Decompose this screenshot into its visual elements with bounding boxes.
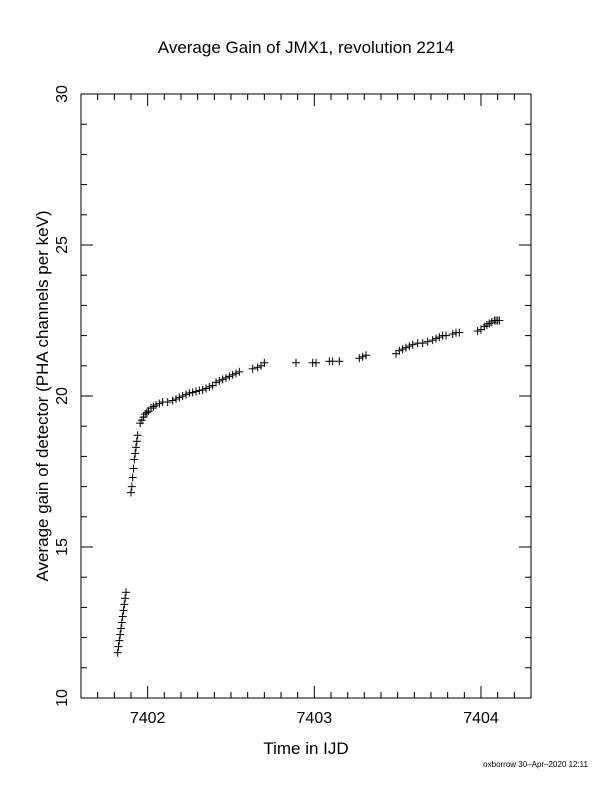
data-point (435, 333, 444, 342)
data-point (133, 431, 142, 440)
data-point (119, 606, 128, 615)
y-tick-label: 20 (54, 387, 71, 405)
data-point (117, 624, 125, 633)
data-point (172, 395, 180, 404)
data-point (402, 343, 410, 352)
data-point (235, 367, 244, 376)
data-point (192, 387, 200, 396)
data-point (448, 330, 457, 339)
data-point (432, 334, 440, 343)
data-point (185, 388, 194, 397)
data-point (178, 392, 187, 400)
data-point (132, 437, 141, 446)
data-point (408, 340, 417, 349)
data-point (122, 588, 130, 597)
footer-credit: oxborrow 30–Apr–2020 12:11 (483, 760, 588, 769)
y-tick-label: 15 (54, 538, 71, 556)
data-point (175, 393, 184, 402)
data-point (473, 327, 482, 336)
data-point (113, 648, 122, 657)
data-point (442, 331, 450, 340)
data-point (312, 358, 320, 367)
y-axis-label: Average gain of detector (PHA channels p… (33, 210, 52, 581)
data-point (495, 316, 504, 325)
data-point (253, 363, 262, 372)
data-point (182, 390, 190, 399)
axis-ticks: 10 15 20 25 30 7402 7403 7404 (54, 85, 532, 727)
data-point (118, 612, 127, 621)
data-point (131, 449, 140, 458)
data-point (228, 370, 237, 379)
data-point (115, 636, 124, 645)
data-point (418, 339, 427, 348)
data-point (455, 328, 464, 337)
data-point (195, 386, 204, 395)
data-point (292, 358, 300, 367)
data-point (395, 346, 404, 355)
data-point (248, 364, 257, 373)
data-point (130, 455, 139, 464)
data-point (222, 373, 230, 382)
data-point (117, 618, 126, 627)
data-point (116, 630, 125, 639)
data-point (328, 357, 337, 366)
data-point (155, 399, 164, 408)
y-tick-label: 30 (54, 85, 71, 103)
data-point (202, 384, 210, 393)
data-point (188, 388, 197, 397)
data-point (335, 357, 344, 366)
data-point (260, 358, 269, 367)
data-point (129, 464, 138, 473)
data-point (423, 337, 432, 346)
data-point (120, 600, 129, 609)
data-point (152, 401, 160, 410)
data-point (142, 408, 151, 417)
x-tick-label: 7402 (130, 710, 166, 727)
chart-title: Average Gain of JMX1, revolution 2214 (158, 38, 454, 57)
data-points (113, 316, 504, 657)
data-point (355, 354, 364, 363)
y-tick-label: 25 (54, 236, 71, 254)
y-tick-label: 10 (54, 689, 71, 707)
data-point (225, 372, 234, 381)
data-point (168, 396, 177, 405)
data-point (405, 342, 414, 351)
plot-frame (80, 93, 532, 699)
data-point (127, 482, 136, 491)
data-point (362, 351, 370, 360)
data-point (198, 385, 207, 394)
data-point (428, 336, 437, 345)
data-point (232, 369, 240, 378)
data-point (114, 642, 123, 651)
data-point (127, 488, 135, 497)
x-tick-label: 7403 (297, 710, 333, 727)
data-point (205, 382, 214, 391)
data-point (218, 375, 227, 384)
data-point (128, 473, 137, 482)
x-tick-label: 7404 (463, 710, 499, 727)
data-point (358, 352, 367, 361)
data-point (163, 398, 172, 407)
x-axis-label: Time in IJD (263, 739, 348, 758)
data-point (132, 443, 140, 452)
data-point (398, 345, 407, 354)
data-point (212, 378, 220, 387)
data-point (215, 376, 224, 385)
data-point (121, 594, 130, 603)
